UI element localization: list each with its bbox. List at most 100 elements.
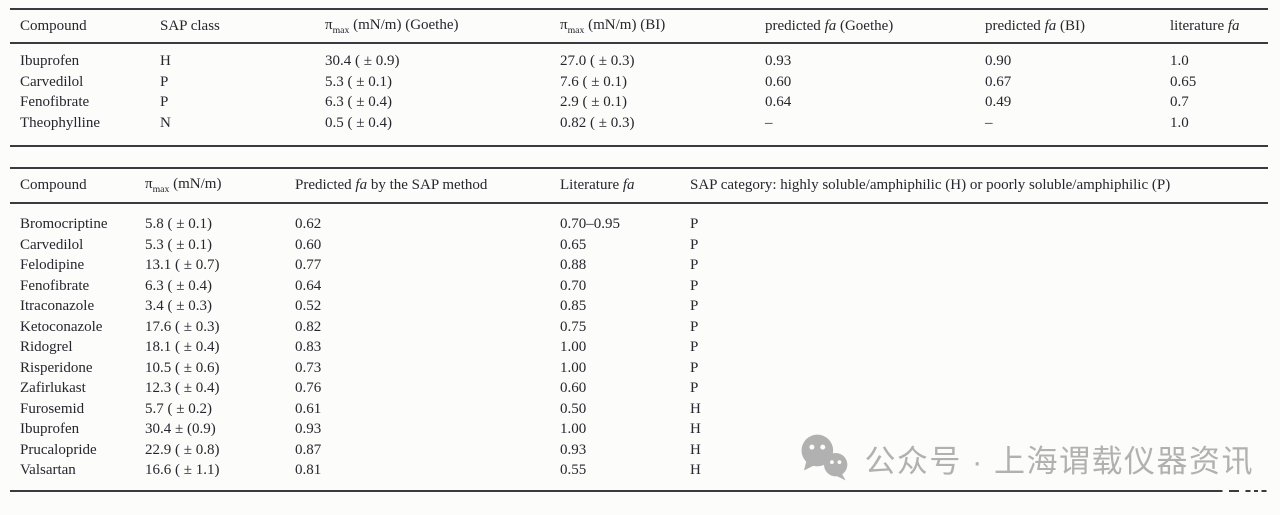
table-cell: 27.0 ( ± 0.3) bbox=[560, 53, 635, 69]
table-cell: 0.52 bbox=[295, 298, 322, 314]
table-header: Compound SAP class πmax (mN/m) (Goethe) πma… bbox=[10, 9, 1268, 44]
table-cell: 22.9 ( ± 0.8) bbox=[145, 441, 220, 458]
table-cell: 0.90 bbox=[985, 53, 1012, 69]
table-cell: P bbox=[690, 318, 699, 335]
table-cell: Itraconazole bbox=[20, 298, 95, 314]
table-cell: Theophylline bbox=[20, 114, 100, 131]
table-cell: 0.85 bbox=[560, 298, 587, 314]
watermark: 公众号 · 上海谓载仪器资讯 bbox=[797, 433, 1254, 483]
table-cell: 1.0 bbox=[1170, 114, 1189, 131]
table-cell: 5.7 ( ± 0.2) bbox=[145, 400, 212, 417]
column-header: SAP category: highly soluble/amphiphilic… bbox=[680, 168, 1268, 204]
table-cell: 0.7 bbox=[1170, 94, 1189, 110]
table-cell: Ridogrel bbox=[20, 339, 73, 355]
table-cell: P bbox=[160, 73, 169, 90]
table-row: Ibuprofen H 30.4 ( ± 0.9) 27.0 ( ± 0.3) 0.93… bbox=[10, 43, 1268, 72]
table-cell: 13.1 ( ± 0.7) bbox=[145, 257, 220, 273]
table-cell: 0.61 bbox=[295, 400, 322, 417]
table-row: Carvedilol P 5.3 ( ± 0.1) 7.6 ( ± 0.1) 0.60 0… bbox=[10, 72, 1268, 93]
table-cell: 0.82 ( ± 0.3) bbox=[560, 114, 635, 131]
table-cell: 0.77 bbox=[295, 257, 322, 273]
table-cell: Carvedilol bbox=[20, 236, 84, 253]
column-header: predicted fa (Goethe) bbox=[755, 9, 975, 44]
table-cell: H bbox=[690, 462, 701, 478]
table-cell: Fenofibrate bbox=[20, 277, 90, 294]
table-row: Ibuprofen 30.4 ± (0.9) 0.93 1.00 H bbox=[10, 419, 1268, 440]
table-cell: Ibuprofen bbox=[20, 53, 80, 69]
table-cell: 0.67 bbox=[985, 73, 1012, 90]
table-cell: 0.65 bbox=[1170, 73, 1197, 90]
sap-goethe-bi-comparison-table: Compound SAP class πmax (mN/m) (Goethe) πma… bbox=[10, 8, 1268, 147]
table-cell: 1.0 bbox=[1170, 53, 1189, 69]
table-cell: 5.8 ( ± 0.1) bbox=[145, 216, 212, 232]
column-header: Predicted fa by the SAP method bbox=[285, 168, 550, 204]
table-cell: 1.00 bbox=[560, 359, 587, 376]
table-row: Bromocriptine 5.8 ( ± 0.1) 0.62 0.70–0.95 P bbox=[10, 203, 1268, 235]
table-cell: Ibuprofen bbox=[20, 421, 80, 437]
column-header: Compound bbox=[10, 9, 150, 44]
table-cell: Ketoconazole bbox=[20, 318, 103, 335]
table-cell: P bbox=[690, 257, 699, 273]
table-row: Fenofibrate 6.3 ( ± 0.4) 0.64 0.70 P bbox=[10, 276, 1268, 297]
table-cell: 0.50 bbox=[560, 400, 587, 417]
sap-prediction-table: Compound πmax (mN/m) Predicted fa by the S… bbox=[10, 167, 1268, 490]
table-cell: P bbox=[690, 216, 699, 232]
table-row: Felodipine 13.1 ( ± 0.7) 0.77 0.88 P bbox=[10, 255, 1268, 276]
table-cell: 0.62 bbox=[295, 216, 322, 232]
table-cell: – bbox=[985, 114, 993, 131]
table-body: Ibuprofen H 30.4 ( ± 0.9) 27.0 ( ± 0.3) 0.93… bbox=[10, 43, 1268, 146]
table-cell: 0.75 bbox=[560, 318, 587, 335]
table-row: Valsartan 16.6 ( ± 1.1) 0.81 0.55 H bbox=[10, 460, 1268, 490]
wechat-icon bbox=[801, 434, 848, 481]
table-cell: H bbox=[160, 53, 171, 69]
column-header: SAP class bbox=[150, 9, 315, 44]
column-header: literature fa bbox=[1160, 9, 1268, 44]
table-cell: 6.3 ( ± 0.4) bbox=[145, 277, 212, 294]
table-cell: 16.6 ( ± 1.1) bbox=[145, 462, 220, 478]
table-cell: 0.93 bbox=[295, 421, 322, 437]
table-cell: P bbox=[690, 277, 699, 294]
table-cell: 10.5 ( ± 0.6) bbox=[145, 359, 220, 376]
table-bottom-rule bbox=[10, 489, 1268, 492]
table-cell: 0.73 bbox=[295, 359, 322, 376]
table-cell: 0.65 bbox=[560, 236, 587, 253]
table-cell: 0.87 bbox=[295, 441, 322, 458]
table-cell: 17.6 ( ± 0.3) bbox=[145, 318, 220, 335]
column-header: πmax (mN/m) (Goethe) bbox=[315, 9, 550, 44]
table-cell: 0.64 bbox=[295, 277, 322, 294]
table-cell: P bbox=[690, 359, 699, 376]
table-row: Itraconazole 3.4 ( ± 0.3) 0.52 0.85 P bbox=[10, 296, 1268, 317]
table-cell: Felodipine bbox=[20, 257, 85, 273]
table-cell: 0.81 bbox=[295, 462, 322, 478]
table-cell: 7.6 ( ± 0.1) bbox=[560, 73, 627, 90]
table-cell: H bbox=[690, 400, 701, 417]
table-cell: 1.00 bbox=[560, 421, 587, 437]
table-cell: 0.60 bbox=[560, 380, 587, 396]
table-cell: 0.83 bbox=[295, 339, 322, 355]
table-header: Compound πmax (mN/m) Predicted fa by the S… bbox=[10, 168, 1268, 204]
table-row: Prucalopride 22.9 ( ± 0.8) 0.87 0.93 H bbox=[10, 440, 1268, 461]
table-cell: 0.82 bbox=[295, 318, 322, 335]
watermark-text: 公众号 · 上海谓载仪器资讯 bbox=[864, 443, 1254, 479]
table-cell: 0.60 bbox=[765, 73, 792, 90]
table-cell: 1.00 bbox=[560, 339, 587, 355]
table-row: Theophylline N 0.5 ( ± 0.4) 0.82 ( ± 0.3) – –… bbox=[10, 113, 1268, 147]
table-cell: 0.60 bbox=[295, 236, 322, 253]
table-cell: Zafirlukast bbox=[20, 380, 86, 396]
table-cell: Valsartan bbox=[20, 462, 76, 478]
column-header: predicted fa (BI) bbox=[975, 9, 1160, 44]
table-cell: 3.4 ( ± 0.3) bbox=[145, 298, 212, 314]
table-cell: 2.9 ( ± 0.1) bbox=[560, 94, 627, 110]
table-row: Zafirlukast 12.3 ( ± 0.4) 0.76 0.60 P bbox=[10, 378, 1268, 399]
table-cell: Prucalopride bbox=[20, 441, 97, 458]
table-cell: 0.70–0.95 bbox=[560, 216, 620, 232]
table-cell: N bbox=[160, 114, 171, 131]
table-cell: 30.4 ( ± 0.9) bbox=[325, 53, 400, 69]
table-cell: P bbox=[690, 339, 699, 355]
column-header: πmax (mN/m) bbox=[135, 168, 285, 204]
table-cell: Bromocriptine bbox=[20, 216, 108, 232]
table-row: Carvedilol 5.3 ( ± 0.1) 0.60 0.65 P bbox=[10, 235, 1268, 256]
table-row: Risperidone 10.5 ( ± 0.6) 0.73 1.00 P bbox=[10, 358, 1268, 379]
table-cell: 30.4 ± (0.9) bbox=[145, 421, 216, 437]
table-cell: 0.64 bbox=[765, 94, 792, 110]
